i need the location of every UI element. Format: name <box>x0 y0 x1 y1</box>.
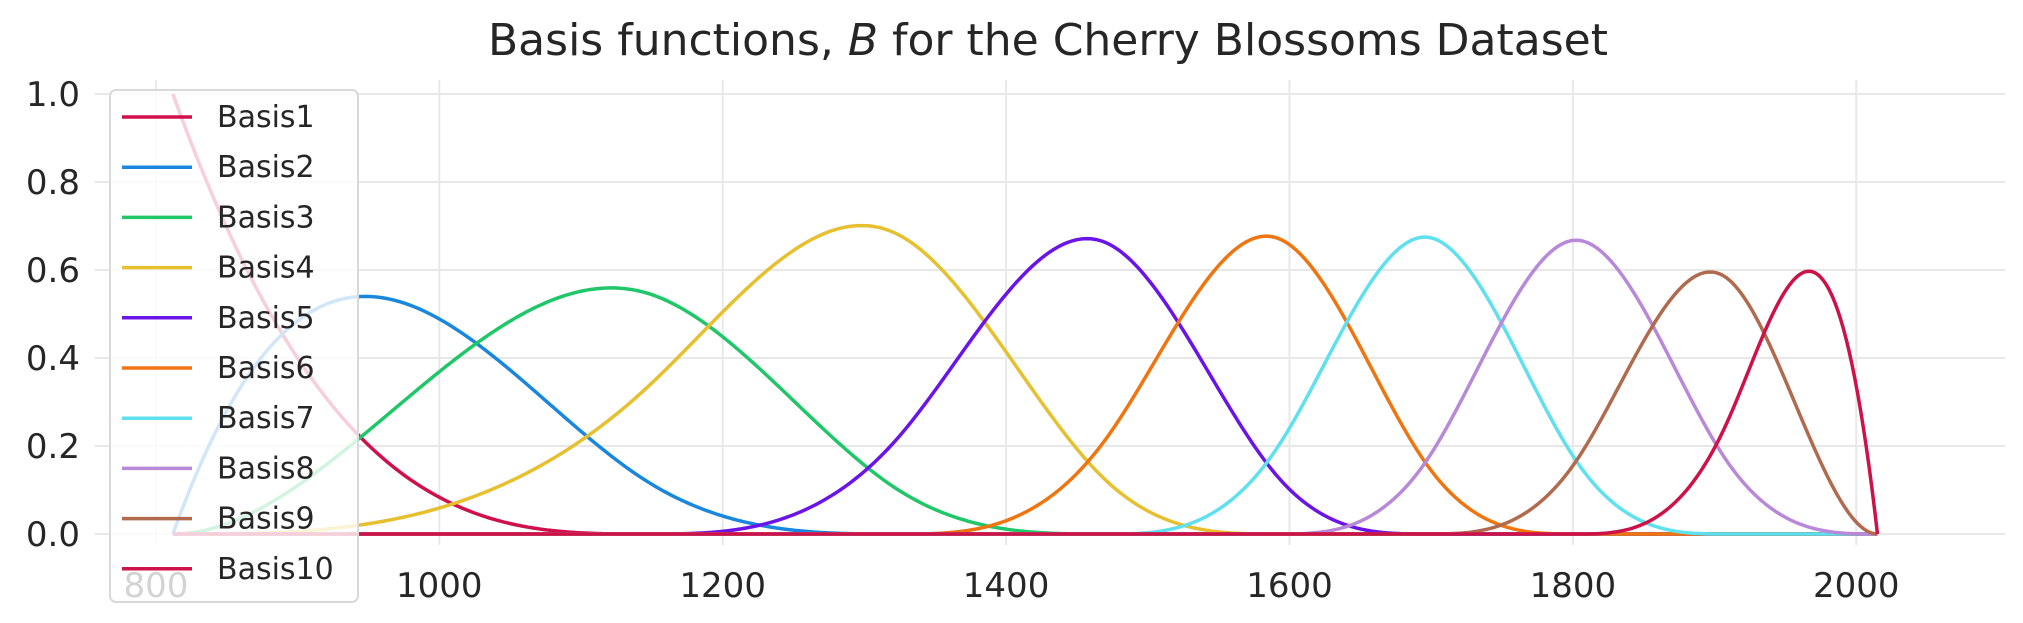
y-tick-label: 1.0 <box>26 75 80 115</box>
y-tick-label: 0.8 <box>26 163 80 203</box>
legend-label: Basis5 <box>217 301 315 336</box>
legend-entry: Basis5 <box>122 301 315 336</box>
legend-entry: Basis10 <box>122 552 334 587</box>
grid <box>95 80 2005 545</box>
series-line-basis3 <box>172 286 1878 536</box>
series-line-basis2 <box>171 294 1878 536</box>
y-tick-label: 0.6 <box>26 251 80 291</box>
legend-entry: Basis4 <box>122 251 315 286</box>
legend-label: Basis8 <box>217 451 315 486</box>
x-tick-label: 1400 <box>963 566 1050 606</box>
legend-label: Basis3 <box>217 200 315 235</box>
legend-entry: Basis8 <box>122 451 315 486</box>
x-tick-label: 1200 <box>679 566 766 606</box>
y-axis-ticks: 0.0 0.2 0.4 0.6 0.8 1.0 <box>26 75 80 555</box>
legend-label: Basis10 <box>217 552 334 587</box>
x-tick-label: 1600 <box>1246 566 1333 606</box>
legend-label: Basis6 <box>217 351 315 386</box>
legend-entry: Basis1 <box>122 100 315 135</box>
title-symbol: B <box>848 15 878 66</box>
series-line-basis9 <box>172 270 1878 536</box>
legend-entry: Basis3 <box>122 200 315 235</box>
y-tick-label: 0.0 <box>26 515 80 555</box>
legend-label: Basis4 <box>217 251 315 286</box>
y-tick-label: 0.4 <box>26 339 80 379</box>
series-line-basis10 <box>172 269 1880 536</box>
legend-entry: Basis2 <box>122 150 315 185</box>
legend-entry: Basis6 <box>122 351 315 386</box>
legend: Basis1 Basis2 Basis3 Basis4 Basis5 Basis6 Basi… <box>109 89 359 603</box>
y-tick-label: 0.2 <box>26 427 80 467</box>
x-tick-label: 1000 <box>396 566 483 606</box>
title-after: for the Cherry Blossoms Dataset <box>878 15 1608 66</box>
x-tick-label: 1800 <box>1530 566 1617 606</box>
x-tick-label: 2000 <box>1813 566 1900 606</box>
chart-title: Basis functions, B for the Cherry Blosso… <box>488 15 1608 66</box>
x-axis-ticks: 800100012001400160018002000 <box>123 566 1899 606</box>
legend-label: Basis2 <box>217 150 315 185</box>
plot-series <box>171 93 1880 536</box>
legend-entry: Basis9 <box>122 502 315 537</box>
legend-label: Basis9 <box>217 502 315 537</box>
legend-entry: Basis7 <box>122 401 315 436</box>
title-before: Basis functions, <box>488 15 848 66</box>
legend-label: Basis7 <box>217 401 315 436</box>
legend-label: Basis1 <box>217 100 315 135</box>
